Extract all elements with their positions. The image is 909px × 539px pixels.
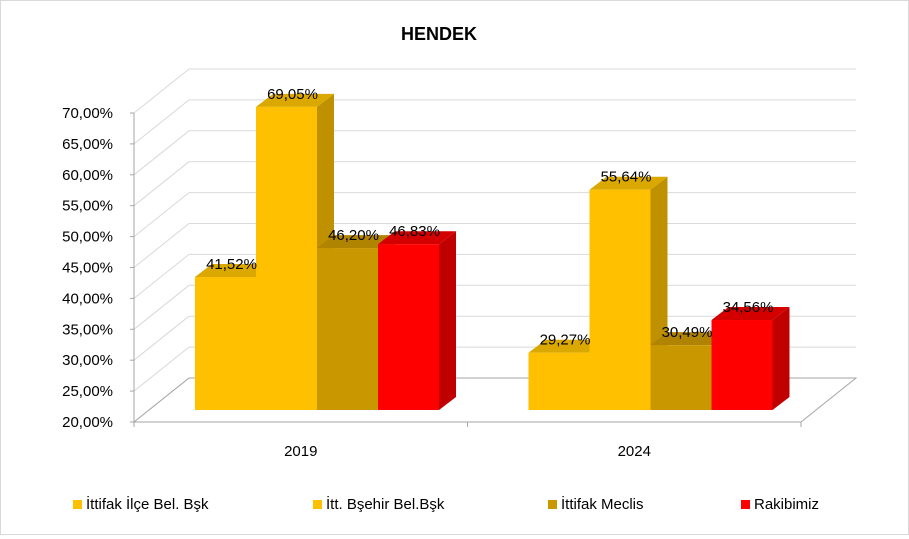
y-tick-label: 50,00% [62,229,113,246]
gridline-depth [133,223,190,268]
bar-side [439,231,456,410]
bar-top [650,332,729,346]
y-tick-label: 70,00% [62,105,113,122]
data-label: 69,05% [267,86,318,103]
data-label: 46,83% [389,223,440,240]
bar-top [256,93,334,107]
bar-layer [195,93,790,410]
legend-swatch [548,500,557,509]
legend-label: İttifak İlçe Bel. Bşk [86,495,209,513]
y-tick-label: 40,00% [62,290,113,307]
legend-label: Rakibimiz [754,496,819,513]
data-label: 30,49% [662,324,713,341]
bar-top [195,264,273,278]
bar-top [711,307,790,321]
bar [317,248,378,410]
bar [711,320,773,410]
chart-floor [132,377,858,423]
y-tick-label: 60,00% [62,167,113,184]
bar-top [528,339,607,353]
x-tick-label: 2024 [618,443,651,460]
y-tick-label: 30,00% [62,352,113,369]
gridline-depth [133,68,190,114]
legend-swatch [313,500,322,509]
chart-title: HENDEK [401,24,477,44]
x-tick-label: 2019 [284,443,317,460]
legend-label: İtt. Bşehir Bel.Bşk [326,495,445,513]
bar-top [589,176,668,190]
bar [256,106,317,410]
gridline-depth [133,254,190,299]
bar [650,345,712,410]
axis-layer: 20,00% 25,00% 30,00% 35,00% 40,00% 45,00% 50,0… [62,105,858,460]
bar-side [772,307,790,410]
legend-label: İttifak Meclis [561,495,644,513]
y-tick-label: 35,00% [62,321,113,338]
legend-swatch [73,500,82,509]
y-tick-label: 65,00% [62,136,113,153]
bar [589,189,651,410]
legend: İttifak İlçe Bel. Bşk İtt. Bşehir Bel.Bşk… [73,495,819,513]
y-tick-label: 55,00% [62,198,113,215]
gridline-depth [133,346,190,392]
data-label: 29,27% [540,332,591,349]
bar [528,352,590,410]
data-label: 46,20% [328,227,379,244]
data-label: 41,52% [206,256,257,273]
gridline-depth [133,315,190,361]
data-label: 55,64% [601,169,652,186]
legend-swatch [741,500,750,509]
bar [378,244,439,410]
gridline-depth [133,192,190,237]
gridline-depth [133,99,190,145]
y-tick-label: 45,00% [62,260,113,277]
label-layer: 41,52% 69,05% 46,20% 46,83% 29,27% 55,64% 30,4… [206,86,773,349]
gridline-depth [133,284,190,330]
bar-top [317,235,395,249]
y-tick-label: 25,00% [62,383,113,400]
bar-top [378,231,456,245]
gridline-depth [133,130,190,176]
data-label: 34,56% [723,299,774,316]
bar [195,277,256,410]
y-tick-label: 20,00% [62,414,113,431]
gridline-depth [133,161,190,207]
